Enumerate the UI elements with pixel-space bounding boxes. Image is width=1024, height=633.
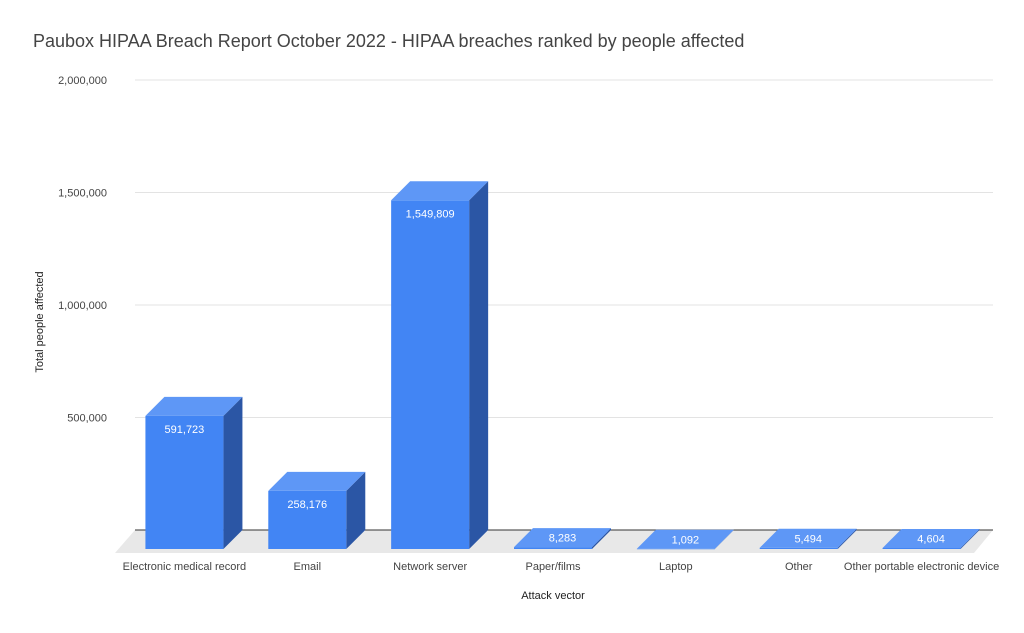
category-label: Laptop [659, 561, 693, 573]
category-label: Other portable electronic device [844, 561, 999, 573]
bars [145, 181, 980, 550]
chart-title: Paubox HIPAA Breach Report October 2022 … [33, 31, 745, 51]
data-label: 5,494 [794, 533, 822, 545]
bar-side [837, 528, 857, 549]
y-tick-label: 1,500,000 [58, 188, 107, 200]
bar-front [268, 490, 347, 549]
y-tick-label: 500,000 [67, 413, 107, 425]
bar [145, 396, 243, 549]
bar-side [223, 396, 243, 549]
bar-side [469, 181, 489, 549]
bar-front [514, 547, 592, 549]
y-axis-ticks: 500,000 1,000,000 1,500,000 2,000,000 [58, 75, 107, 425]
data-label: 8,283 [549, 533, 577, 545]
bar [514, 528, 611, 549]
bar [759, 528, 857, 549]
bar-side [960, 528, 980, 549]
bar-top [636, 529, 734, 549]
bar-front [636, 548, 715, 550]
bar-front [145, 415, 224, 549]
data-label: 1,549,809 [406, 208, 455, 220]
gridlines [135, 79, 993, 531]
data-label: 4,604 [917, 533, 945, 545]
category-label: Other [785, 561, 813, 573]
category-label: Electronic medical record [123, 561, 247, 573]
bar-front [391, 200, 470, 549]
y-tick-label: 2,000,000 [58, 75, 107, 87]
bar-top [391, 181, 489, 201]
y-tick-label: 1,000,000 [58, 300, 107, 312]
data-label: 1,092 [672, 534, 700, 546]
bar-top [514, 528, 611, 548]
x-axis-title: Attack vector [521, 590, 585, 602]
bar-side [592, 528, 611, 549]
category-labels: Electronic medical record Email Network se… [123, 561, 1000, 573]
bar-side [714, 529, 734, 549]
data-label: 258,176 [287, 499, 327, 511]
bar-side [346, 471, 366, 549]
bar [391, 181, 489, 549]
bar-top [882, 528, 980, 548]
bar [268, 471, 366, 549]
bar-front [759, 547, 838, 549]
bar-top [759, 528, 857, 548]
data-label: 591,723 [165, 424, 205, 436]
category-label: Network server [393, 561, 467, 573]
bar-top [145, 396, 243, 416]
bar [636, 529, 734, 550]
bar-top [268, 471, 366, 491]
bar-front [882, 547, 961, 549]
category-label: Email [294, 561, 322, 573]
data-labels: 591,723 258,176 1,549,809 8,283 1,092 5,494 4,… [165, 208, 945, 546]
category-label: Paper/films [525, 561, 581, 573]
bar [882, 528, 980, 549]
y-axis-title: Total people affected [34, 271, 46, 372]
